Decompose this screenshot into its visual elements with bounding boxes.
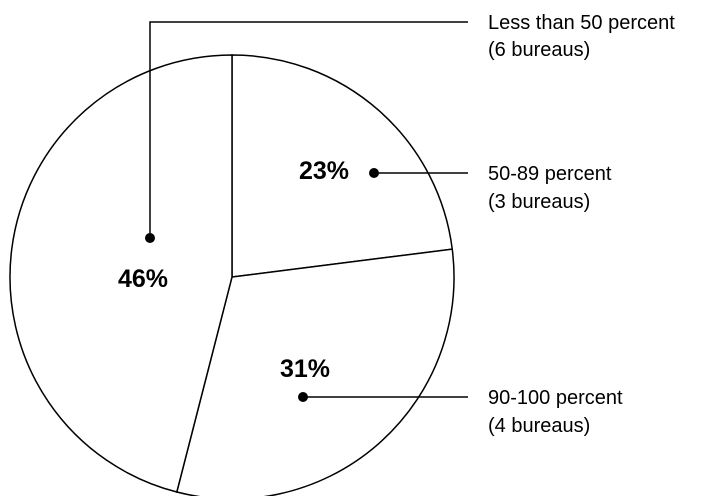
- count-label-90-100: (4 bureaus): [488, 415, 590, 437]
- slice-90-100: [175, 248, 455, 496]
- callout-dot-90-100: [298, 392, 308, 402]
- count-label-less-than-50: (6 bureaus): [488, 39, 590, 61]
- slice-less-than-50: [9, 54, 233, 493]
- category-label-less-than-50: Less than 50 percent: [488, 12, 675, 34]
- count-label-50-89: (3 bureaus): [488, 191, 590, 213]
- slice-50-89: [231, 54, 454, 278]
- callout-dot-less-than-50: [145, 233, 155, 243]
- callout-dot-50-89: [369, 168, 379, 178]
- pct-label-50-89: 23%: [299, 157, 349, 185]
- callout-line-less-than-50: [149, 21, 468, 238]
- pct-label-less-than-50: 46%: [118, 265, 168, 293]
- category-label-50-89: 50-89 percent: [488, 163, 612, 185]
- category-label-90-100: 90-100 percent: [488, 387, 623, 409]
- pct-label-90-100: 31%: [280, 355, 330, 383]
- pie-slices: [9, 54, 455, 496]
- callout-lines: [145, 21, 468, 402]
